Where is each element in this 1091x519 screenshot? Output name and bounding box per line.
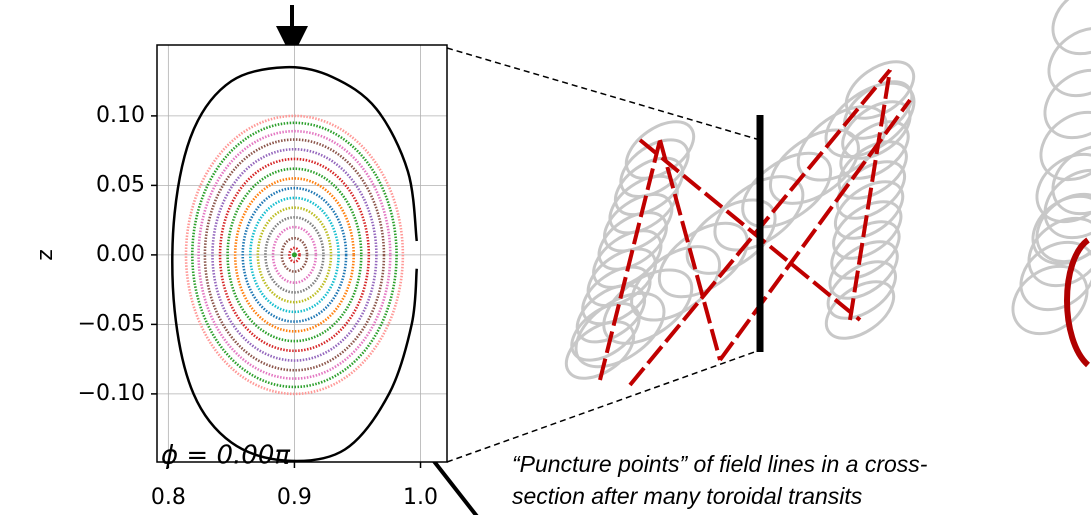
y-tick-label: 0.05 [96,172,145,197]
coil [768,128,860,205]
coil [602,268,694,345]
coil [1051,0,1091,56]
puncture-ring [271,225,318,284]
y-tick-label: 0.00 [96,242,145,267]
x-tick-label: 0.9 [277,485,312,510]
coil [713,175,805,252]
coil [1043,168,1091,240]
boundary [171,65,418,463]
annotation: ϕ = 0.00π [161,441,290,471]
coil [586,247,657,308]
coil [624,120,696,180]
coil [630,245,722,322]
puncture-ring [280,236,309,273]
x-tick-label: 1.0 [403,485,438,510]
coil [824,81,916,159]
puncture-ring [256,206,333,304]
y-tick-label: −0.10 [78,381,145,406]
coil [1047,26,1091,98]
coil [597,211,668,271]
coil [574,291,666,369]
puncture-ring [233,177,355,333]
puncture-ring [191,121,398,389]
coil [608,174,679,235]
puncture-ring [218,157,371,353]
coil [1035,152,1091,224]
coil-illustration [564,0,1091,387]
field-line [658,139,722,361]
coil [619,138,690,198]
magnetic-axis [291,252,297,258]
caption: section after many toroidal transits [512,483,863,509]
coil [1043,68,1091,140]
zoom-line [446,47,761,141]
coil [564,320,636,380]
puncture-ring [288,246,301,264]
coil [1039,110,1091,182]
plot-frame [156,44,448,463]
field-line [848,69,892,321]
puncture-ring [197,129,392,380]
coil [685,198,777,275]
field-line [598,139,662,381]
puncture-ring [211,147,378,362]
coil [1019,240,1091,312]
coil [741,151,833,229]
field-line [1064,237,1091,368]
y-tick-label: 0.10 [96,103,145,128]
y-tick-label: −0.05 [78,311,145,336]
puncture-ring [264,216,325,294]
coil [1051,144,1091,216]
coil [614,156,685,217]
x-tick-label: 0.8 [151,485,186,510]
zoom-line [446,349,761,463]
puncture-ring [249,196,340,314]
puncture-ring [226,167,363,343]
caption: “Puncture points” of field lines in a cr… [512,451,928,477]
coil [603,192,674,253]
puncture-ring [241,186,348,323]
puncture-ring [203,138,386,372]
coil [570,302,641,362]
coil [844,60,916,120]
y-axis-label: z [33,249,58,261]
field-line [638,138,862,322]
